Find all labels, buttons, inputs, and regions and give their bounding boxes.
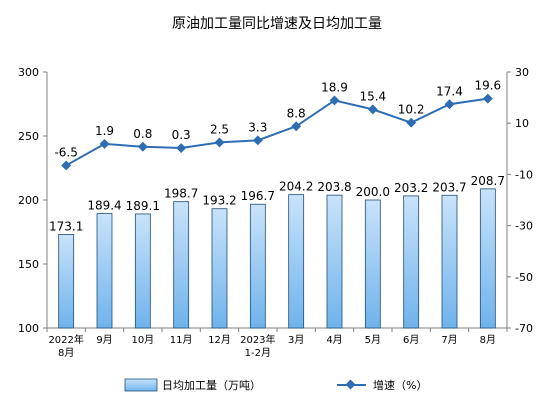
x-tick-label: 7月 [441,334,457,346]
line-value-label: 3.3 [248,120,267,134]
x-tick-label: 2022年 [48,333,83,346]
y-left-tick-label: 300 [18,66,39,79]
bar [211,208,228,329]
y-right-tick-label: -50 [515,271,533,284]
bar-value-label: 189.4 [87,199,121,213]
y-right-tick-label: -10 [515,168,533,181]
bar-value-label: 203.8 [317,180,351,194]
bar-value-label: 208.7 [471,174,505,188]
line-point [252,135,263,146]
legend-line-label: 增速（%） [373,378,427,392]
line-value-label: -6.5 [54,145,77,159]
bar [479,188,496,329]
y-right-tick-label: -70 [515,322,533,335]
bar-value-label: 203.7 [432,180,466,194]
line-value-label: 15.4 [359,89,386,103]
bar-series: 173.1 189.4 189.1 198.7 193.2 196.7 204.2 203.8… [49,174,505,329]
y-right-tick-label: -30 [515,220,533,233]
line-point [214,137,225,148]
line-point [367,104,378,115]
line-value-label: 1.9 [95,124,114,138]
bar-value-label: 189.1 [126,199,160,213]
line-point [137,141,148,152]
x-tick-label: 9月 [96,334,112,346]
x-tick-label: 5月 [365,334,381,346]
line-value-label: 0.8 [133,127,152,141]
line-point [176,143,187,153]
x-tick-label: 1-2月 [245,347,271,359]
line-point [444,99,455,110]
x-tick-label: 10月 [131,334,154,346]
legend-bar-swatch [124,378,158,392]
bar [134,213,151,329]
line-series: -6.5 1.9 0.8 0.3 2.5 3.3 8.8 18.9 15.4 10.2 17.4 19… [54,79,501,171]
x-tick-label: 4月 [326,334,342,346]
line-point [406,117,417,128]
x-tick-label: 6月 [403,334,419,346]
y-left-tick-label: 200 [18,194,39,207]
y-right-tick-label: 10 [515,117,529,130]
bar-value-label: 200.0 [356,185,390,199]
x-tick-label: 12月 [208,334,231,346]
line-value-label: 0.3 [172,128,191,142]
x-tick-label: 11月 [170,334,193,346]
bar-value-label: 198.7 [164,187,198,201]
line-value-label: 10.2 [398,103,425,117]
bar-value-label: 196.7 [241,189,275,203]
bar [441,194,458,329]
bar [364,199,381,329]
bar [58,234,75,329]
line-value-label: 2.5 [210,122,229,136]
line-value-label: 8.8 [287,106,306,120]
chart-title: 原油加工量同比增速及日均加工量 [172,16,382,32]
bar [96,213,113,329]
line-value-label: 19.6 [474,79,501,93]
bar [326,194,343,329]
legend: 日均加工量（万吨） 增速（%） [124,378,427,392]
x-tick-label: 8月 [480,334,496,346]
bar [288,194,305,329]
y-left-tick-label: 100 [18,322,39,335]
y-left-tick-label: 250 [18,130,39,143]
bar-value-label: 204.2 [279,180,313,194]
bar-value-label: 173.1 [49,219,83,233]
growth-line [65,97,488,167]
y-right-tick-label: 30 [515,66,529,79]
line-point [61,160,72,171]
x-tick-label: 3月 [288,334,304,346]
line-point [482,93,493,104]
y-left-tick-label: 150 [18,258,39,271]
legend-bar-label: 日均加工量（万吨） [162,379,261,392]
bar-value-label: 193.2 [202,194,236,208]
legend-line-marker [345,379,356,390]
line-value-label: 17.4 [436,84,463,98]
x-tick-label: 8月 [58,347,74,359]
bar [249,203,266,329]
line-point [99,138,110,149]
line-value-label: 18.9 [321,80,348,94]
axes: 100150200250300-70-50-30-1010302022年8月9月… [18,66,533,359]
x-tick-label: 2023年 [240,333,275,346]
bar-value-label: 203.2 [394,181,428,195]
bar [403,195,420,329]
bar [173,201,190,329]
